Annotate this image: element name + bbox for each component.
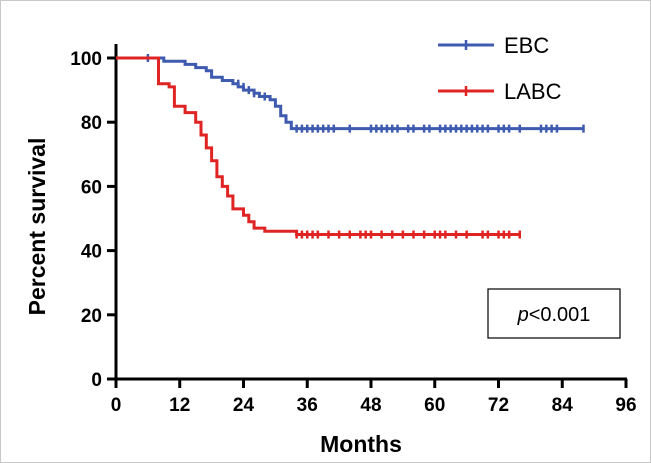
legend-item-labc: LABC [438,79,562,104]
x-tick-label: 24 [233,395,255,416]
p-value-frame [487,288,621,339]
series-labc [116,56,521,239]
y-tick-label: 80 [81,113,102,134]
axes: 0 20 40 60 80 100 0 12 24 36 48 60 72 84 96 Months Perce… [24,44,637,457]
x-tick-label: 36 [297,395,318,416]
legend: EBC LABC [438,33,562,104]
legend-item-ebc: EBC [438,33,549,58]
y-tick-label: 0 [91,370,102,391]
legend-label: EBC [504,33,549,58]
x-tick-label: 84 [552,395,574,416]
y-axis-title: Percent survival [24,138,50,316]
legend-label: LABC [504,79,562,104]
x-tick-label: 72 [488,395,509,416]
x-tick-label: 96 [615,395,636,416]
x-tick-label: 0 [111,395,122,416]
x-tick-label: 60 [424,395,445,416]
y-tick-label: 60 [81,177,102,198]
series-ebc [116,54,585,133]
x-tick-label: 12 [169,395,190,416]
survival-curve-labc [116,56,520,236]
y-tick-label: 20 [81,306,102,327]
y-tick-label: 100 [70,49,102,70]
series-layer [116,54,585,239]
x-axis-title: Months [320,431,402,457]
y-tick-label: 40 [81,242,102,263]
x-tick-label: 48 [360,395,381,416]
p-value-box: p<0.001 [487,288,621,339]
p-value-label: p<0.001 [517,304,591,326]
